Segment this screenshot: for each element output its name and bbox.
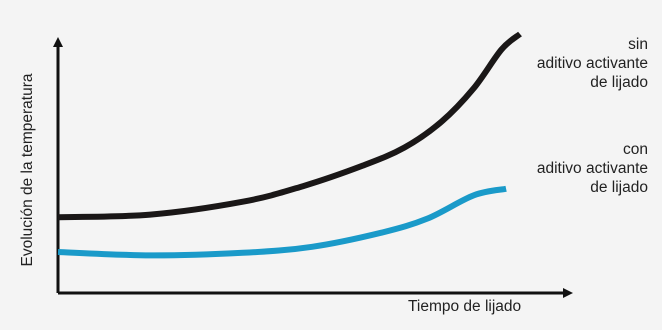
series-label-sin-line-2: aditivo activante	[536, 55, 648, 72]
series-label-con-line-1: con	[623, 141, 648, 158]
series-label-sin-aditivo: sin aditivo activante de lijado	[537, 35, 648, 92]
series-label-con-aditivo: con aditivo activante de lijado	[537, 140, 648, 197]
series-layer	[57, 31, 522, 259]
series-line-sin-aditivo	[57, 31, 522, 221]
x-axis-label: Tiempo de lijado	[408, 298, 522, 315]
series-label-con-line-2: aditivo activante	[536, 160, 648, 177]
series-label-sin-line-3: de lijado	[590, 74, 648, 91]
y-axis-label: Evolución de la temperatura	[19, 73, 36, 267]
series-line-con-aditivo	[57, 185, 507, 259]
series-label-con-line-3: de lijado	[590, 179, 648, 196]
series-label-sin-line-1: sin	[628, 36, 648, 53]
